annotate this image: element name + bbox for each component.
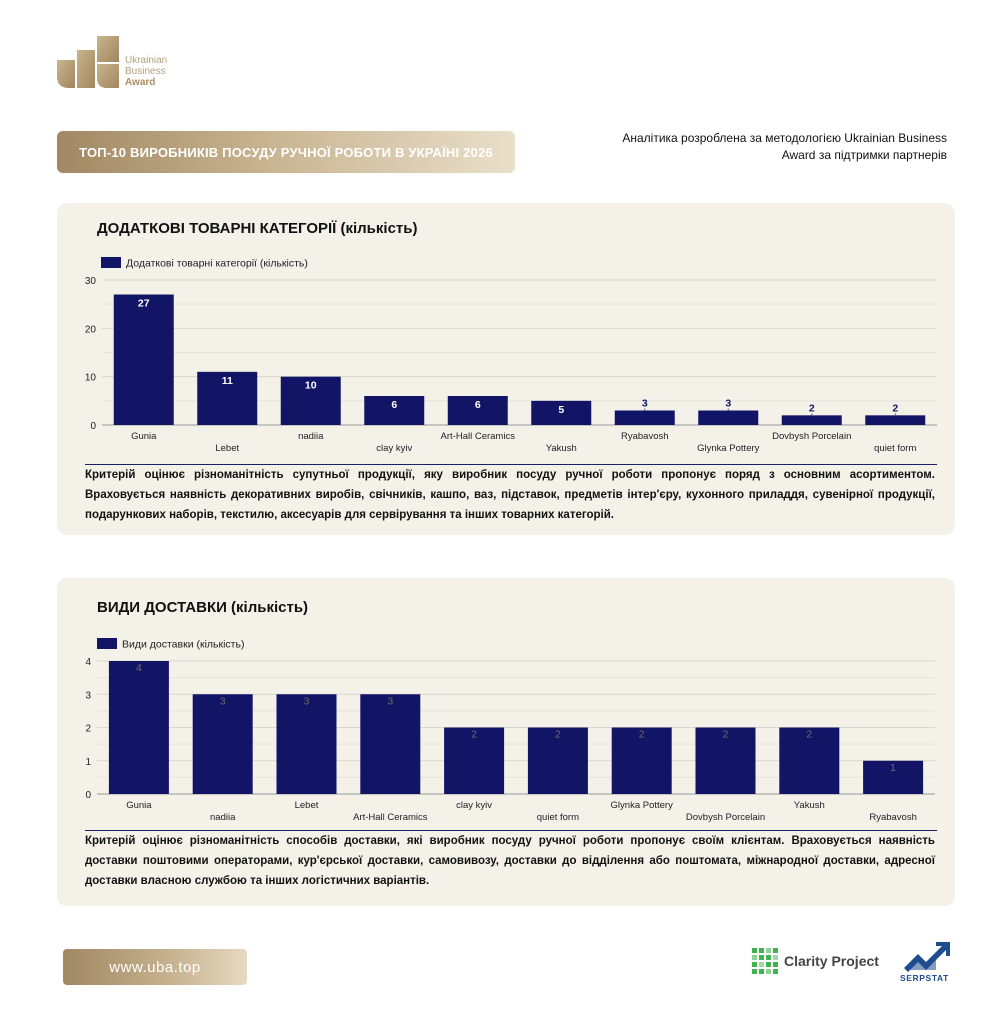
data-label: 1 [890,762,896,774]
y-tick-label: 0 [85,790,91,801]
x-tick-label: quiet form [874,443,916,454]
x-tick-label: nadiia [298,431,324,442]
data-label: 27 [138,298,150,310]
criterion-description: Критерій оцінює різноманітність супутньо… [85,469,935,521]
legend-swatch [101,257,121,268]
bar-chart-delivery: 0 1 2 3 4 Види доставки (кількість) 4 Gunia 3 nad… [85,638,935,823]
bar [527,727,588,794]
x-tick-label: Yakush [794,800,825,811]
x-tick-label: Glynka Pottery [697,443,760,454]
serpstat-logo-icon [904,942,950,972]
y-tick-label: 0 [90,421,96,432]
uba-logo [57,36,119,88]
x-tick-label: Ryabavosh [869,812,917,823]
y-tick-label: 30 [85,276,97,287]
bar [531,400,592,425]
chart-title: ВИДИ ДОСТАВКИ (кількість) [97,599,309,616]
y-tick-label: 1 [85,757,91,768]
legend-label: Види доставки (кількість) [122,639,244,651]
logo-text: Ukrainian Business Award [125,55,167,88]
bar [698,410,759,425]
bar [447,396,508,425]
y-tick-label: 20 [85,324,97,335]
bar [360,694,421,794]
legend-label: Додаткові товарні категорії (кількість) [126,258,308,270]
data-label: 2 [809,402,815,414]
bar [695,727,756,794]
bar [364,396,425,425]
bar [611,727,672,794]
divider [85,830,937,831]
methodology-note: Аналітика розроблена за методологією Ukr… [622,131,947,162]
clarity-project-label: Clarity Project [784,953,879,969]
data-label: 10 [305,380,317,392]
bar [865,415,926,425]
bar [197,371,258,425]
x-tick-label: Gunia [126,800,152,811]
x-tick-label: clay kyiv [456,800,492,811]
report-title: ТОП-10 ВИРОБНИКІВ ПОСУДУ РУЧНОЇ РОБОТИ В… [57,131,515,173]
serpstat-label: SERPSTAT [900,973,949,983]
x-tick-label: Dovbysh Porcelain [772,431,851,442]
logo-line-3: Award [125,77,156,88]
x-tick-label: Yakush [546,443,577,454]
data-label: 2 [806,729,812,741]
data-label: 3 [387,695,393,707]
y-tick-label: 3 [85,690,91,701]
data-label: 2 [892,402,898,414]
y-tick-label: 4 [85,657,91,668]
clarity-grid-icon [752,948,778,974]
bar [444,727,505,794]
clarity-project-logo: Clarity Project [752,947,879,975]
data-label: 3 [725,398,731,410]
logo-line-2: Business [125,66,166,77]
x-tick-label: Ryabavosh [621,431,669,442]
bar [108,661,169,794]
data-label: 5 [558,404,564,416]
data-label: 2 [639,729,645,741]
data-label: 2 [471,729,477,741]
x-tick-label: Glynka Pottery [611,800,674,811]
chart-card-categories: ДОДАТКОВІ ТОВАРНІ КАТЕГОРІЇ (кількість) … [57,203,955,535]
bar [614,410,675,425]
bar [276,694,337,794]
data-label: 2 [723,729,729,741]
bar [280,376,341,425]
data-label: 3 [304,695,310,707]
website-link[interactable]: www.uba.top [63,949,247,985]
data-label: 3 [220,695,226,707]
chart-card-delivery: ВИДИ ДОСТАВКИ (кількість) 0 1 2 3 4 Види дост… [57,578,955,906]
x-tick-label: Gunia [131,431,157,442]
x-tick-label: nadiia [210,812,236,823]
bar [781,415,842,425]
chart-title: ДОДАТКОВІ ТОВАРНІ КАТЕГОРІЇ (кількість) [97,220,418,237]
x-tick-label: Art-Hall Ceramics [441,431,516,442]
data-label: 11 [222,375,233,387]
bar [192,694,253,794]
legend-swatch [97,638,117,649]
x-tick-label: clay kyiv [376,443,412,454]
x-tick-label: quiet form [537,812,579,823]
divider [85,464,937,465]
x-tick-label: Lebet [295,800,319,811]
bar [113,294,174,425]
y-tick-label: 10 [85,373,97,384]
data-label: 6 [391,399,397,411]
bar-chart-categories: 0 10 20 30 Додаткові товарні категорії (кіль… [85,257,937,454]
data-label: 4 [136,662,142,674]
x-tick-label: Lebet [215,443,239,454]
x-tick-label: Dovbysh Porcelain [686,812,765,823]
bar [863,760,924,794]
data-label: 3 [642,398,648,410]
logo-line-1: Ukrainian [125,55,168,66]
criterion-description: Критерій оцінює різноманітність способів… [85,835,935,887]
data-label: 6 [475,399,481,411]
y-tick-label: 2 [85,724,91,735]
data-label: 2 [555,729,561,741]
bar [779,727,840,794]
x-tick-label: Art-Hall Ceramics [353,812,428,823]
